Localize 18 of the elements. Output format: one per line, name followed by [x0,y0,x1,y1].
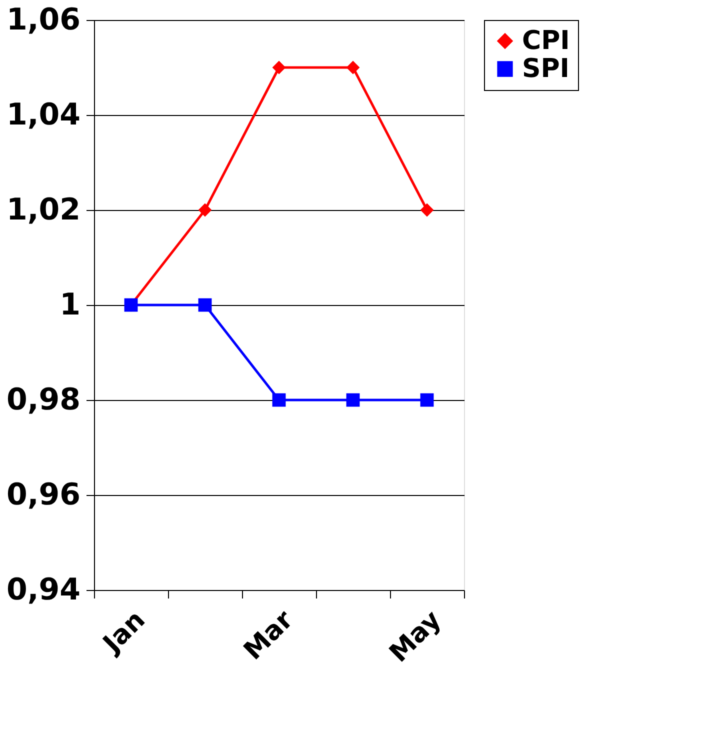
legend-label: SPI [522,54,570,84]
point [198,298,212,312]
y-tick-label: 1,02 [6,192,80,228]
y-tick-label: 0,98 [6,382,80,418]
point [272,393,286,407]
y-tick-label: 1 [60,288,80,322]
y-tick-label: 1,06 [6,2,80,38]
point [420,393,434,407]
y-tick-label: 0,96 [6,478,80,512]
point [272,60,286,74]
y-tick-label: 1,04 [6,98,80,132]
point [346,60,360,74]
y-tick-label: 0,94 [6,572,80,608]
point [198,203,212,217]
legend-label: CPI [522,26,570,56]
point [420,203,434,217]
point [346,393,360,407]
x-tick-label: Jan [96,605,152,660]
